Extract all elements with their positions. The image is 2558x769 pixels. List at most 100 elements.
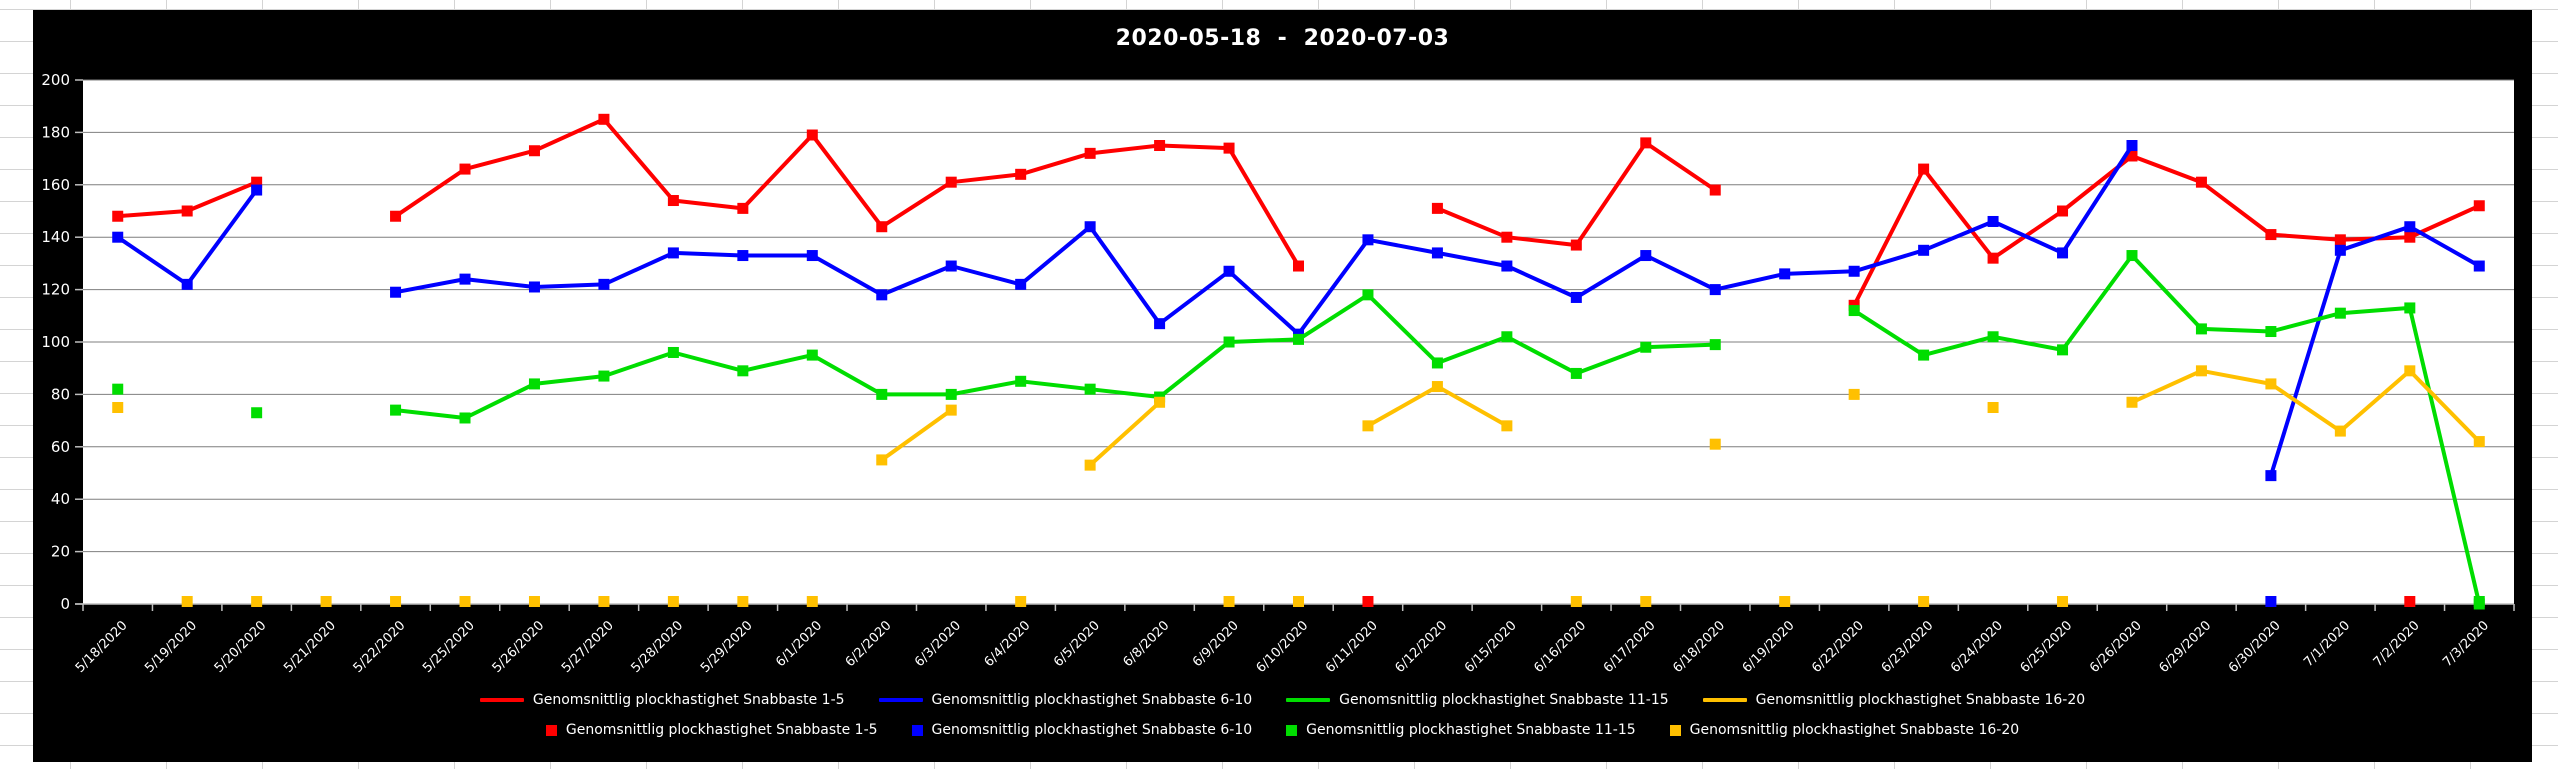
series-marker-1 (112, 210, 124, 222)
series-marker-1 (945, 176, 957, 188)
series-marker-2 (598, 278, 610, 290)
zero-marker-4 (251, 596, 263, 607)
legend-square-swatch (1669, 724, 1681, 736)
zero-marker-1 (1362, 596, 1374, 607)
series-marker-1 (1570, 239, 1582, 251)
series-marker-1 (251, 176, 263, 188)
y-axis-label: 160 (41, 176, 70, 194)
zero-marker-4 (1779, 596, 1791, 607)
series-marker-2 (1779, 268, 1791, 280)
legend-label: Genomsnittlig plockhastighet Snabbaste 1… (1689, 722, 2020, 738)
series-marker-3 (1987, 331, 1999, 343)
series-marker-2 (2126, 140, 2138, 151)
series-marker-1 (181, 205, 193, 217)
legend-item-marker-4: Genomsnittlig plockhastighet Snabbaste 1… (1669, 722, 2020, 738)
series-line-4 (879, 368, 2482, 468)
y-axis-label: 180 (41, 123, 70, 141)
series-marker-2 (2334, 244, 2346, 256)
series-marker-3 (1640, 341, 1652, 353)
zero-marker-4 (1918, 596, 1930, 607)
series-marker-2 (945, 260, 957, 272)
series-marker-3 (1501, 331, 1513, 343)
zero-marker-4 (1570, 596, 1582, 607)
series-marker-1 (1084, 147, 1096, 159)
series-marker-3 (1084, 383, 1096, 395)
series-marker-1 (1640, 137, 1652, 149)
series-marker-1 (1015, 168, 1027, 180)
legend-line-swatch (1286, 698, 1331, 702)
series-marker-3 (598, 370, 610, 382)
chart-title: 2020-05-18 - 2020-07-03 (1115, 26, 1450, 51)
series-marker-3 (2404, 302, 2416, 314)
series-marker-1 (2404, 231, 2416, 243)
series-marker-4 (2195, 365, 2207, 377)
series-marker-1 (2126, 150, 2138, 162)
series-marker-1 (2265, 229, 2277, 241)
series-marker-2 (181, 278, 193, 290)
series-marker-1 (459, 163, 471, 175)
series-marker-1 (1987, 252, 1999, 264)
series-marker-1 (1154, 140, 1166, 151)
zero-marker-2 (2265, 596, 2277, 607)
series-marker-1 (390, 210, 402, 222)
series-marker-2 (1223, 265, 1235, 277)
series-marker-1 (598, 113, 610, 125)
zero-marker-3 (2473, 596, 2485, 607)
series-marker-3 (112, 383, 124, 395)
series-marker-4 (1501, 420, 1513, 432)
legend-item-marker-2: Genomsnittlig plockhastighet Snabbaste 6… (911, 722, 1252, 738)
series-marker-1 (1918, 163, 1930, 175)
series-marker-2 (459, 273, 471, 285)
series-marker-1 (737, 202, 749, 214)
legend-square-swatch (545, 724, 557, 736)
zero-marker-4 (1640, 596, 1652, 607)
zero-marker-4 (181, 596, 193, 607)
series-marker-3 (667, 346, 679, 358)
zero-marker-4 (1015, 596, 1027, 607)
series-marker-3 (2265, 326, 2277, 338)
series-marker-2 (806, 250, 818, 262)
series-marker-4 (2404, 365, 2416, 377)
zero-marker-4 (737, 596, 749, 607)
series-marker-1 (1431, 202, 1443, 214)
series-marker-2 (1431, 247, 1443, 259)
series-marker-3 (2334, 307, 2346, 319)
series-marker-4 (1709, 438, 1721, 450)
series-marker-3 (1709, 339, 1721, 351)
series-marker-2 (2404, 221, 2416, 233)
series-marker-3 (1431, 357, 1443, 369)
zero-marker-4 (528, 596, 540, 607)
series-marker-1 (1223, 142, 1235, 154)
series-marker-2 (737, 250, 749, 262)
series-marker-4 (2126, 396, 2138, 408)
zero-marker-4 (806, 596, 818, 607)
y-axis-label: 100 (41, 333, 70, 351)
legend-line-swatch (878, 698, 923, 702)
y-axis-label: 200 (41, 71, 70, 89)
series-marker-2 (1501, 260, 1513, 272)
series-marker-1 (806, 129, 818, 141)
legend-item-marker-1: Genomsnittlig plockhastighet Snabbaste 1… (545, 722, 878, 738)
zero-marker-4 (390, 596, 402, 607)
series-marker-2 (1709, 284, 1721, 296)
series-marker-1 (2057, 205, 2069, 217)
legend-label: Genomsnittlig plockhastighet Snabbaste 1… (1755, 692, 2086, 708)
series-marker-3 (1362, 289, 1374, 301)
series-marker-2 (251, 184, 263, 196)
series-marker-4 (112, 402, 124, 413)
series-marker-3 (1293, 333, 1304, 345)
zero-marker-1 (2404, 596, 2416, 607)
series-marker-2 (1015, 278, 1027, 290)
series-marker-3 (1918, 349, 1930, 361)
series-marker-4 (2473, 436, 2485, 448)
zero-marker-4 (667, 596, 679, 607)
series-marker-2 (1640, 250, 1652, 262)
zero-marker-4 (1293, 596, 1304, 607)
series-marker-3 (806, 349, 818, 361)
series-marker-2 (390, 286, 402, 298)
series-marker-3 (251, 407, 263, 419)
legend-line-swatch (479, 698, 524, 702)
series-marker-4 (2265, 378, 2277, 390)
